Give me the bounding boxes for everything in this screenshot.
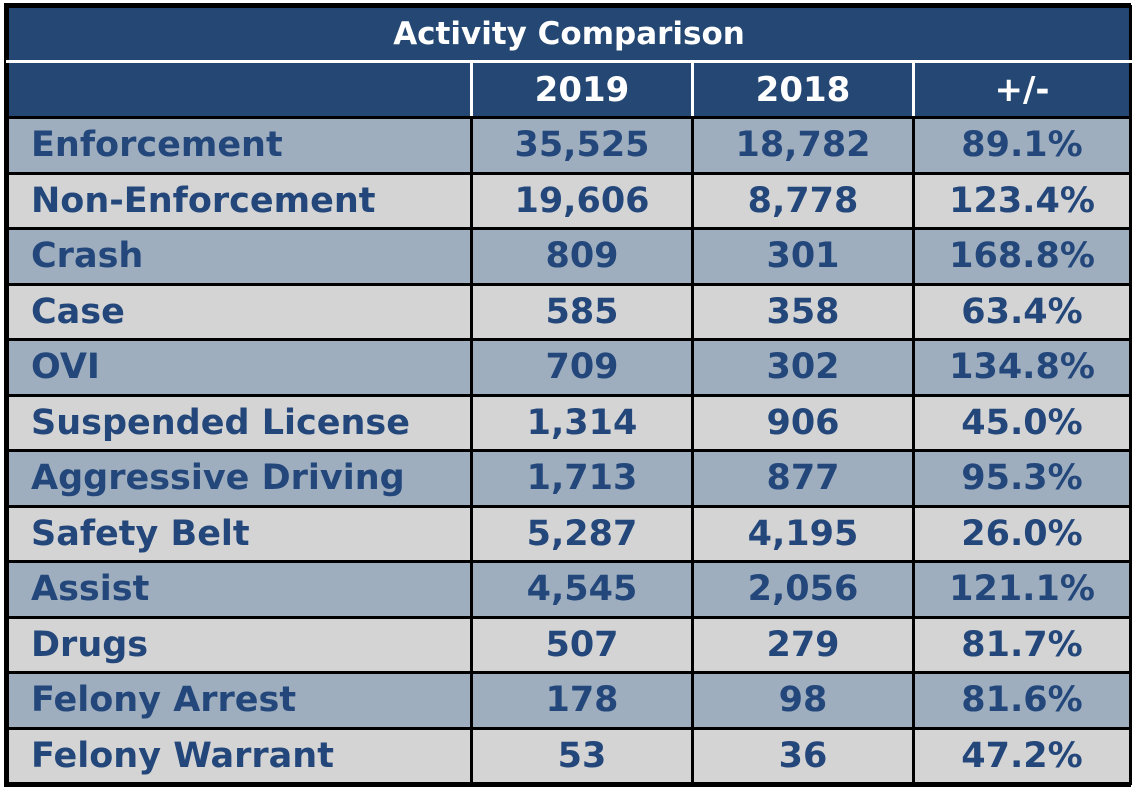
table-body: Enforcement 35,525 18,782 89.1% Non-Enforcem… [6, 116, 1133, 785]
table-row: Aggressive Driving 1,713 877 95.3% [6, 449, 1133, 508]
cell-2018: 2,056 [691, 560, 915, 619]
row-label: Aggressive Driving [6, 449, 473, 508]
cell-2018: 877 [691, 449, 915, 508]
cell-change: 134.8% [911, 338, 1133, 397]
header-row: 2019 2018 +/- [6, 60, 1133, 119]
row-label: Crash [6, 227, 473, 286]
table-row: Crash 809 301 168.8% [6, 227, 1133, 286]
cell-change: 45.0% [911, 393, 1133, 452]
row-label: Felony Warrant [6, 726, 473, 785]
table-title: Activity Comparison [5, 5, 1133, 63]
cell-change: 121.1% [911, 560, 1133, 619]
cell-2018: 906 [691, 393, 915, 452]
row-label: Suspended License [6, 393, 473, 452]
cell-2019: 19,606 [470, 171, 694, 230]
cell-2018: 98 [691, 671, 915, 730]
cell-change: 47.2% [911, 726, 1133, 785]
table-row: Felony Arrest 178 98 81.6% [6, 671, 1133, 730]
cell-2019: 5,287 [470, 504, 694, 563]
table-row: Drugs 507 279 81.7% [6, 615, 1133, 674]
cell-2019: 1,713 [470, 449, 694, 508]
cell-2019: 53 [470, 726, 694, 785]
comparison-table: Activity Comparison 2019 2018 +/- Enforc… [5, 5, 1133, 785]
table-row: Assist 4,545 2,056 121.1% [6, 560, 1133, 619]
column-header-label [6, 60, 473, 119]
cell-change: 26.0% [911, 504, 1133, 563]
row-label: Non-Enforcement [6, 171, 473, 230]
cell-2018: 358 [691, 282, 915, 341]
table-row: Non-Enforcement 19,606 8,778 123.4% [6, 171, 1133, 230]
table-row: Enforcement 35,525 18,782 89.1% [6, 116, 1133, 175]
cell-change: 123.4% [911, 171, 1133, 230]
row-label: Drugs [6, 615, 473, 674]
cell-2019: 585 [470, 282, 694, 341]
cell-2018: 18,782 [691, 116, 915, 175]
table-row: Case 585 358 63.4% [6, 282, 1133, 341]
cell-2019: 1,314 [470, 393, 694, 452]
row-label: Felony Arrest [6, 671, 473, 730]
row-label: Safety Belt [6, 504, 473, 563]
cell-2019: 35,525 [470, 116, 694, 175]
cell-2018: 279 [691, 615, 915, 674]
cell-change: 81.7% [911, 615, 1133, 674]
activity-comparison-table: Activity Comparison 2019 2018 +/- Enforc… [4, 3, 1133, 787]
table-row: Safety Belt 5,287 4,195 26.0% [6, 504, 1133, 563]
cell-2018: 301 [691, 227, 915, 286]
table-row: Felony Warrant 53 36 47.2% [6, 726, 1133, 785]
cell-2018: 4,195 [691, 504, 915, 563]
row-label: OVI [6, 338, 473, 397]
title-row: Activity Comparison [5, 5, 1133, 63]
cell-change: 81.6% [911, 671, 1133, 730]
cell-2019: 809 [470, 227, 694, 286]
row-label: Case [6, 282, 473, 341]
cell-change: 95.3% [911, 449, 1133, 508]
row-label: Assist [6, 560, 473, 619]
cell-2019: 4,545 [470, 560, 694, 619]
cell-2019: 709 [470, 338, 694, 397]
row-label: Enforcement [6, 116, 473, 175]
cell-change: 63.4% [911, 282, 1133, 341]
table-row: OVI 709 302 134.8% [6, 338, 1133, 397]
cell-2019: 507 [470, 615, 694, 674]
cell-2018: 36 [691, 726, 915, 785]
cell-change: 89.1% [911, 116, 1133, 175]
cell-change: 168.8% [911, 227, 1133, 286]
column-header-2019: 2019 [470, 60, 694, 119]
table-row: Suspended License 1,314 906 45.0% [6, 393, 1133, 452]
cell-2019: 178 [470, 671, 694, 730]
column-header-change: +/- [911, 60, 1133, 119]
cell-2018: 8,778 [691, 171, 915, 230]
cell-2018: 302 [691, 338, 915, 397]
column-header-2018: 2018 [691, 60, 915, 119]
